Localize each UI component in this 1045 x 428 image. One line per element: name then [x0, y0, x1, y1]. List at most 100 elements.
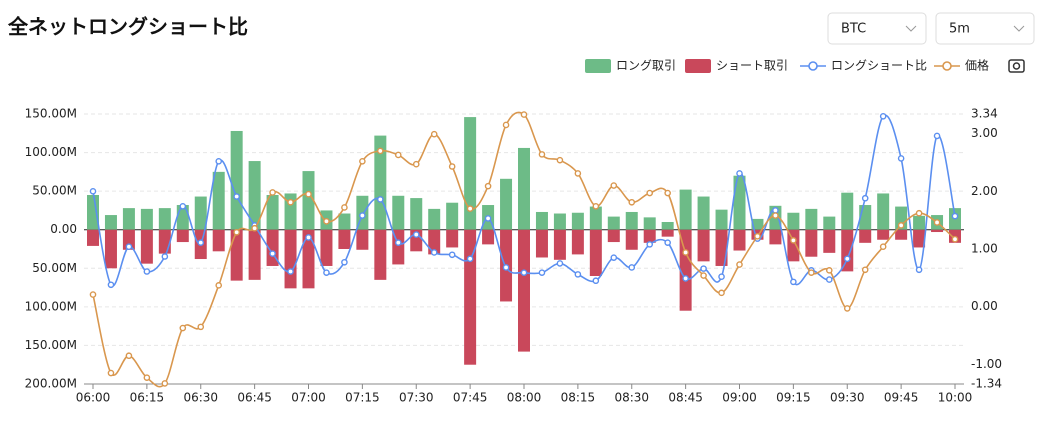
point — [520, 111, 528, 118]
bar — [931, 229, 944, 233]
point — [915, 266, 923, 274]
point — [448, 163, 456, 170]
x-tick-label: 09:00 — [722, 391, 757, 405]
bar — [248, 161, 261, 230]
bar — [104, 229, 117, 269]
bar — [248, 229, 261, 280]
point — [502, 121, 510, 129]
bar — [535, 229, 548, 258]
point — [269, 250, 276, 257]
bar — [751, 218, 764, 230]
point — [412, 231, 420, 238]
point — [430, 249, 438, 256]
bar — [374, 135, 387, 230]
y-tick-label: 50.00M — [32, 184, 77, 198]
y2-tick-label: 1.00 — [971, 242, 998, 256]
x-tick-label: 06:15 — [130, 391, 165, 405]
x-tick-label: 09:45 — [884, 391, 919, 405]
bar — [302, 171, 315, 230]
point — [664, 239, 671, 246]
point — [305, 234, 312, 241]
legend-label: ショート取引 — [716, 59, 788, 73]
bar — [877, 229, 890, 240]
point — [341, 258, 348, 266]
select-box[interactable] — [935, 12, 1035, 45]
point — [556, 260, 564, 267]
point — [574, 271, 582, 278]
bar — [697, 229, 710, 262]
bar — [266, 195, 279, 230]
bar — [823, 216, 836, 230]
point — [359, 212, 366, 219]
bar — [571, 229, 584, 255]
y-tick-label: 0.00 — [50, 222, 77, 236]
point — [825, 276, 833, 283]
y-tick-label: 200.00M — [25, 377, 77, 391]
bar — [212, 171, 225, 230]
point — [484, 215, 492, 222]
bar — [643, 229, 656, 243]
select-box[interactable] — [827, 12, 927, 45]
y2-tick-label: -1.34 — [971, 377, 1002, 391]
bar — [158, 229, 171, 254]
x-tick-label: 08:15 — [561, 391, 596, 405]
bar — [104, 215, 117, 230]
point — [538, 151, 546, 158]
bar — [410, 198, 423, 230]
bar — [841, 192, 854, 230]
bar — [374, 229, 387, 280]
x-tick-label: 10:00 — [938, 391, 973, 405]
point — [143, 268, 151, 275]
point — [592, 277, 600, 285]
x-tick-label: 07:45 — [453, 391, 488, 405]
point — [466, 255, 474, 263]
point — [161, 380, 169, 387]
bar — [553, 229, 566, 260]
point — [610, 254, 618, 261]
bar — [697, 196, 710, 230]
select-label[interactable]: 5m — [949, 22, 970, 37]
bar — [158, 208, 171, 230]
bar — [913, 229, 926, 248]
point — [484, 182, 492, 190]
bar — [338, 229, 351, 249]
bar — [607, 229, 620, 243]
point — [125, 352, 133, 360]
point — [179, 203, 187, 210]
point — [359, 158, 366, 165]
point — [790, 237, 797, 244]
x-tick-label: 07:00 — [291, 391, 326, 405]
bar — [913, 215, 926, 230]
bar — [823, 229, 836, 253]
bar — [482, 229, 495, 245]
point — [233, 193, 240, 200]
point — [125, 243, 133, 250]
bar — [284, 193, 297, 230]
point — [915, 209, 923, 217]
bar — [176, 229, 189, 243]
y-tick-label: 150.00M — [25, 107, 77, 121]
symbol-select[interactable]: BTC — [827, 12, 927, 45]
point — [610, 182, 618, 189]
camera-body[interactable] — [1008, 59, 1025, 73]
bar — [122, 229, 135, 250]
bar — [140, 208, 153, 230]
point — [861, 194, 869, 202]
x-tick-label: 06:45 — [237, 391, 272, 405]
camera-lens[interactable] — [1012, 62, 1021, 70]
bar — [625, 229, 638, 250]
interval-select[interactable]: 5m — [935, 12, 1035, 45]
point — [305, 190, 312, 198]
y-tick-label: 100.00M — [25, 299, 77, 313]
select-label[interactable]: BTC — [841, 22, 866, 37]
legend-swatch — [808, 61, 818, 71]
point — [251, 224, 258, 232]
camera-icon[interactable] — [1008, 59, 1025, 73]
bar — [877, 193, 890, 230]
bar — [841, 229, 854, 272]
y2-tick-label: 3.34 — [971, 107, 998, 121]
point — [790, 278, 797, 286]
legend-label: ロングショート比 — [831, 59, 927, 73]
